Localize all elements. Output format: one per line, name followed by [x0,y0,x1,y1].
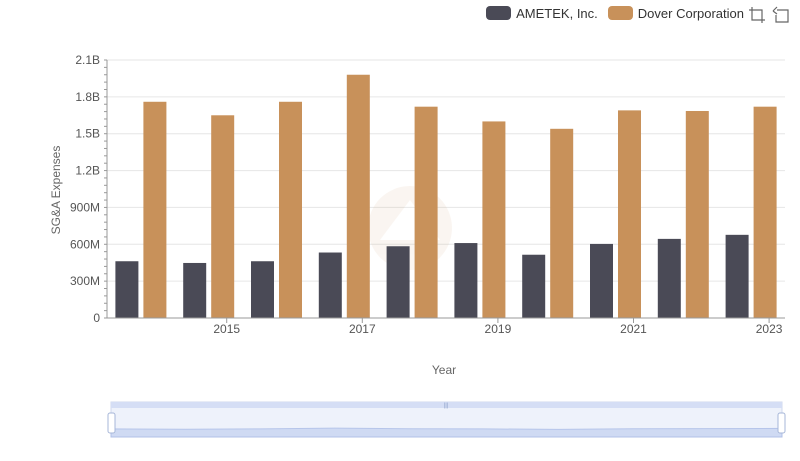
data-zoom-preview-area [110,427,783,438]
bar-ametek-2016[interactable] [251,261,274,318]
x-axis-label: Year [432,363,456,377]
y-tick-label: 0 [93,311,100,325]
toolbox [748,6,790,24]
y-tick-label: 300M [70,274,100,288]
bar-dover-2020[interactable] [550,128,574,318]
x-tick-label: 2021 [620,322,647,336]
y-tick-label: 2.1B [75,53,100,67]
bar-ametek-2014[interactable] [115,261,139,318]
y-tick-label: 1.5B [75,127,100,141]
bar-dover-2023[interactable] [753,106,777,318]
x-tick-label: 2015 [213,322,240,336]
legend-item-ametek[interactable]: AMETEK, Inc. [486,6,598,21]
bar-dover-2021[interactable] [618,110,641,318]
bar-ametek-2018[interactable] [386,246,410,318]
bars [115,74,777,319]
restore-icon[interactable] [772,6,790,24]
legend-swatch-dover [607,6,633,20]
legend-swatch-ametek [486,6,512,20]
y-axis-label: SG&A Expenses [49,146,63,235]
bar-ametek-2023[interactable] [725,234,749,318]
y-tick-label: 1.8B [75,90,100,104]
data-zoom-handle-right[interactable] [777,412,786,434]
bar-ametek-2015[interactable] [183,262,207,318]
bar-dover-2016[interactable] [279,101,302,319]
bar-dover-2019[interactable] [482,121,506,318]
bar-ametek-2020[interactable] [522,254,546,318]
y-tick-label: 600M [70,237,100,251]
bar-ametek-2019[interactable] [454,243,478,318]
y-tick-label: 900M [70,200,100,214]
x-tick-label: 2023 [756,322,783,336]
bar-dover-2022[interactable] [685,110,709,318]
bar-ametek-2021[interactable] [590,243,613,318]
bar-dover-2014[interactable] [143,101,167,319]
x-tick-label: 2017 [349,322,376,336]
data-zoom-top-bar[interactable] [111,402,782,408]
y-tick-label: 1.2B [75,164,100,178]
bar-dover-2015[interactable] [211,115,235,319]
bar-ametek-2017[interactable] [318,252,342,318]
legend-item-dover[interactable]: Dover Corporation [607,5,744,21]
bar-dover-2018[interactable] [414,106,438,318]
x-tick-label: 2019 [485,322,512,336]
y-axis-ticks: 0 300M 600M 900M 1.2B 1.5B 1.8B 2.1B [70,53,107,325]
legend-label-dover: Dover Corporation [637,5,744,21]
watermark-logo [368,186,452,270]
zoom-icon[interactable] [748,6,766,24]
axes [106,60,785,319]
legend-label-ametek: AMETEK, Inc. [516,5,598,21]
data-zoom-slider[interactable]: ||| [107,401,786,438]
data-zoom-grip[interactable]: ||| [444,403,449,409]
data-zoom-handle-left[interactable] [107,412,116,434]
legend: AMETEK, Inc. Dover Corporation [486,4,744,22]
bar-dover-2017[interactable] [346,74,370,318]
x-axis-ticks: 2015 2017 2019 2021 2023 [213,318,783,336]
bar-ametek-2022[interactable] [657,238,681,318]
